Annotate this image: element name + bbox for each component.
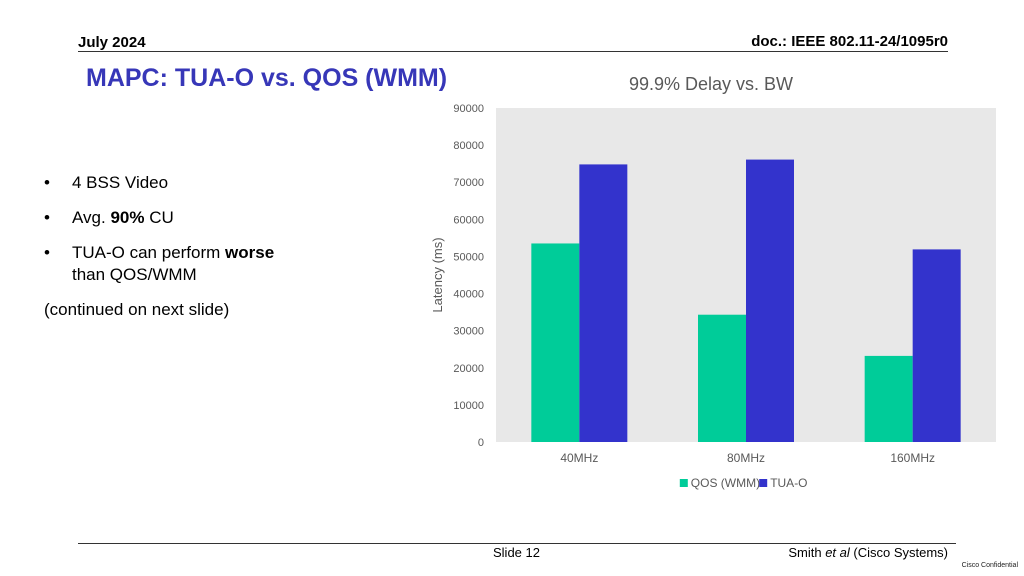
y-tick-label: 50000 (453, 251, 484, 263)
slide-number: Slide 12 (493, 545, 540, 560)
bullet-text: 4 BSS Video (72, 173, 169, 192)
bar-tua-o (746, 159, 794, 442)
bullet-text: TUA-O can perform (72, 243, 226, 262)
header-doc-id: doc.: IEEE 802.11-24/1095r0 (751, 33, 948, 50)
bullet-item: • Avg. 90% CU (44, 207, 384, 229)
bullet-item: • 4 BSS Video (44, 172, 384, 194)
bar-chart: 0 10000 20000 30000 40000 50000 60000 70000 8000… (430, 103, 996, 490)
legend-swatch (679, 479, 688, 487)
bullet-text-tail: CU (144, 208, 174, 227)
header-date: July 2024 (78, 34, 146, 51)
bullet-emphasis: 90% (110, 208, 145, 227)
bullet-dot-icon: • (44, 173, 50, 192)
legend-label: QOS (WMM) (691, 476, 760, 490)
continued-note: (continued on next slide) (44, 300, 230, 319)
confidential-label: Cisco Confidential (961, 562, 1018, 569)
y-tick-label: 90000 (453, 103, 484, 115)
legend-swatch (759, 479, 768, 487)
y-tick-label: 60000 (453, 214, 484, 226)
bar-qos (864, 355, 913, 442)
author-name: Smith (788, 545, 826, 560)
bar-qos (698, 314, 746, 442)
bar-tua-o (579, 164, 628, 443)
bullet-dot-icon: • (44, 243, 50, 262)
bullet-dot-icon: • (44, 208, 50, 227)
x-tick-label: 80MHz (727, 451, 765, 465)
bullet-emphasis: worse (225, 243, 275, 262)
footer-author: Smith et al (Cisco Systems) (788, 545, 948, 560)
bar-tua-o (912, 249, 961, 442)
x-tick-label: 40MHz (560, 451, 598, 465)
y-tick-label: 10000 (453, 400, 484, 412)
bullet-text: Avg. (72, 208, 111, 227)
y-axis-label: Latency (ms) (430, 237, 445, 312)
y-tick-label: 30000 (453, 326, 484, 338)
footer-divider (78, 543, 956, 544)
y-tick-label: 70000 (453, 177, 484, 189)
y-tick-label: 40000 (453, 289, 484, 301)
x-tick-label: 160MHz (890, 451, 935, 465)
slide-title: MAPC: TUA-O vs. QOS (WMM) (86, 64, 448, 92)
bullet-text-line2: than QOS/WMM (72, 265, 197, 284)
y-tick-label: 20000 (453, 363, 484, 375)
bullet-list: • 4 BSS Video • Avg. 90% CU • TUA-O can … (44, 172, 384, 321)
author-etal: et al (825, 545, 850, 560)
y-tick-label: 80000 (453, 140, 484, 152)
bullet-item: • TUA-O can perform worse than QOS/WMM (44, 242, 384, 286)
legend-label: TUA-O (770, 476, 807, 490)
chart-title: 99.9% Delay vs. BW (628, 74, 794, 94)
header-divider (78, 51, 948, 52)
bar-qos (531, 243, 580, 442)
y-tick-label: 0 (478, 437, 484, 449)
author-org: (Cisco Systems) (849, 545, 948, 560)
